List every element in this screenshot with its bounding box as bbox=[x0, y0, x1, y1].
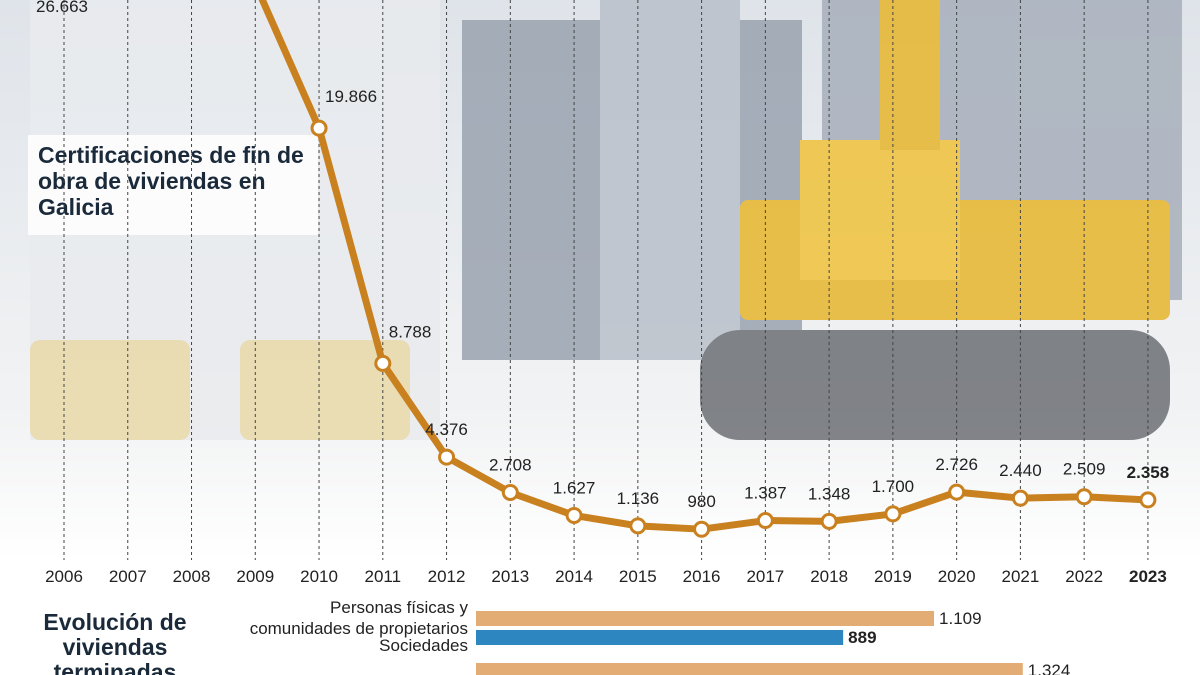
x-tick-label: 2014 bbox=[555, 567, 593, 586]
point bbox=[693, 520, 711, 538]
point bbox=[948, 483, 966, 501]
x-tick-label: 2007 bbox=[109, 567, 147, 586]
data-label: 889 bbox=[848, 628, 876, 647]
data-label: 1.109 bbox=[939, 609, 982, 628]
data-label: 1.627 bbox=[553, 478, 596, 497]
bar bbox=[476, 630, 844, 645]
x-tick-label: 2020 bbox=[938, 567, 976, 586]
x-tick-label: 2012 bbox=[428, 567, 466, 586]
point bbox=[374, 354, 392, 372]
point bbox=[501, 483, 519, 501]
x-tick-label: 2011 bbox=[365, 567, 402, 586]
x-tick-label: 2009 bbox=[236, 567, 274, 586]
data-label: 4.376 bbox=[425, 420, 468, 439]
data-label: 1.324 bbox=[1028, 661, 1071, 675]
x-tick-label: 2008 bbox=[173, 567, 211, 586]
bar bbox=[476, 611, 935, 626]
point bbox=[438, 448, 456, 466]
x-tick-label: 2015 bbox=[619, 567, 657, 586]
x-tick-label: 2021 bbox=[1001, 567, 1039, 586]
data-label: 8.788 bbox=[389, 322, 432, 341]
bar-title-wrap: Evolución de viviendas terminadas bbox=[43, 610, 187, 675]
data-label: 1.387 bbox=[744, 484, 787, 503]
data-label: 2.509 bbox=[1063, 460, 1106, 479]
x-tick-label: 2019 bbox=[874, 567, 912, 586]
point bbox=[1075, 488, 1093, 506]
bar bbox=[476, 663, 1023, 675]
x-tick-label: 2022 bbox=[1065, 567, 1103, 586]
data-label: 2.440 bbox=[999, 461, 1042, 480]
data-label: 1.348 bbox=[808, 484, 851, 503]
data-label: 2.708 bbox=[489, 455, 532, 474]
data-label: 26.663 bbox=[36, 0, 88, 16]
point bbox=[1011, 489, 1029, 507]
point bbox=[1139, 491, 1157, 509]
x-tick-label: 2023 bbox=[1129, 567, 1167, 586]
point bbox=[629, 517, 647, 535]
point bbox=[884, 505, 902, 523]
category-label: Sociedades bbox=[379, 636, 468, 655]
data-label: 19.866 bbox=[325, 87, 377, 106]
point bbox=[310, 119, 328, 137]
data-label: 1.700 bbox=[872, 477, 915, 496]
data-label: 1.136 bbox=[617, 489, 660, 508]
chart-title: Certificaciones de fin de obra de vivien… bbox=[38, 142, 304, 220]
data-label: 2.358 bbox=[1127, 463, 1170, 482]
bar-chart-title: Evolución de viviendas terminadas bbox=[43, 610, 187, 675]
x-tick-label: 2016 bbox=[683, 567, 721, 586]
title-box bbox=[28, 135, 318, 235]
x-tick-label: 2010 bbox=[300, 567, 338, 586]
data-label: 980 bbox=[687, 492, 715, 511]
title-wrap: Certificaciones de fin de obra de vivien… bbox=[38, 142, 304, 220]
point bbox=[756, 512, 774, 530]
point bbox=[565, 506, 583, 524]
x-tick-label: 2006 bbox=[45, 567, 83, 586]
point bbox=[820, 512, 838, 530]
x-tick-label: 2017 bbox=[746, 567, 784, 586]
x-tick-label: 2018 bbox=[810, 567, 848, 586]
category-label: Personas físicas y comunidades de propiet… bbox=[250, 598, 469, 638]
x-tick-label: 2013 bbox=[491, 567, 529, 586]
data-label: 2.726 bbox=[935, 455, 978, 474]
